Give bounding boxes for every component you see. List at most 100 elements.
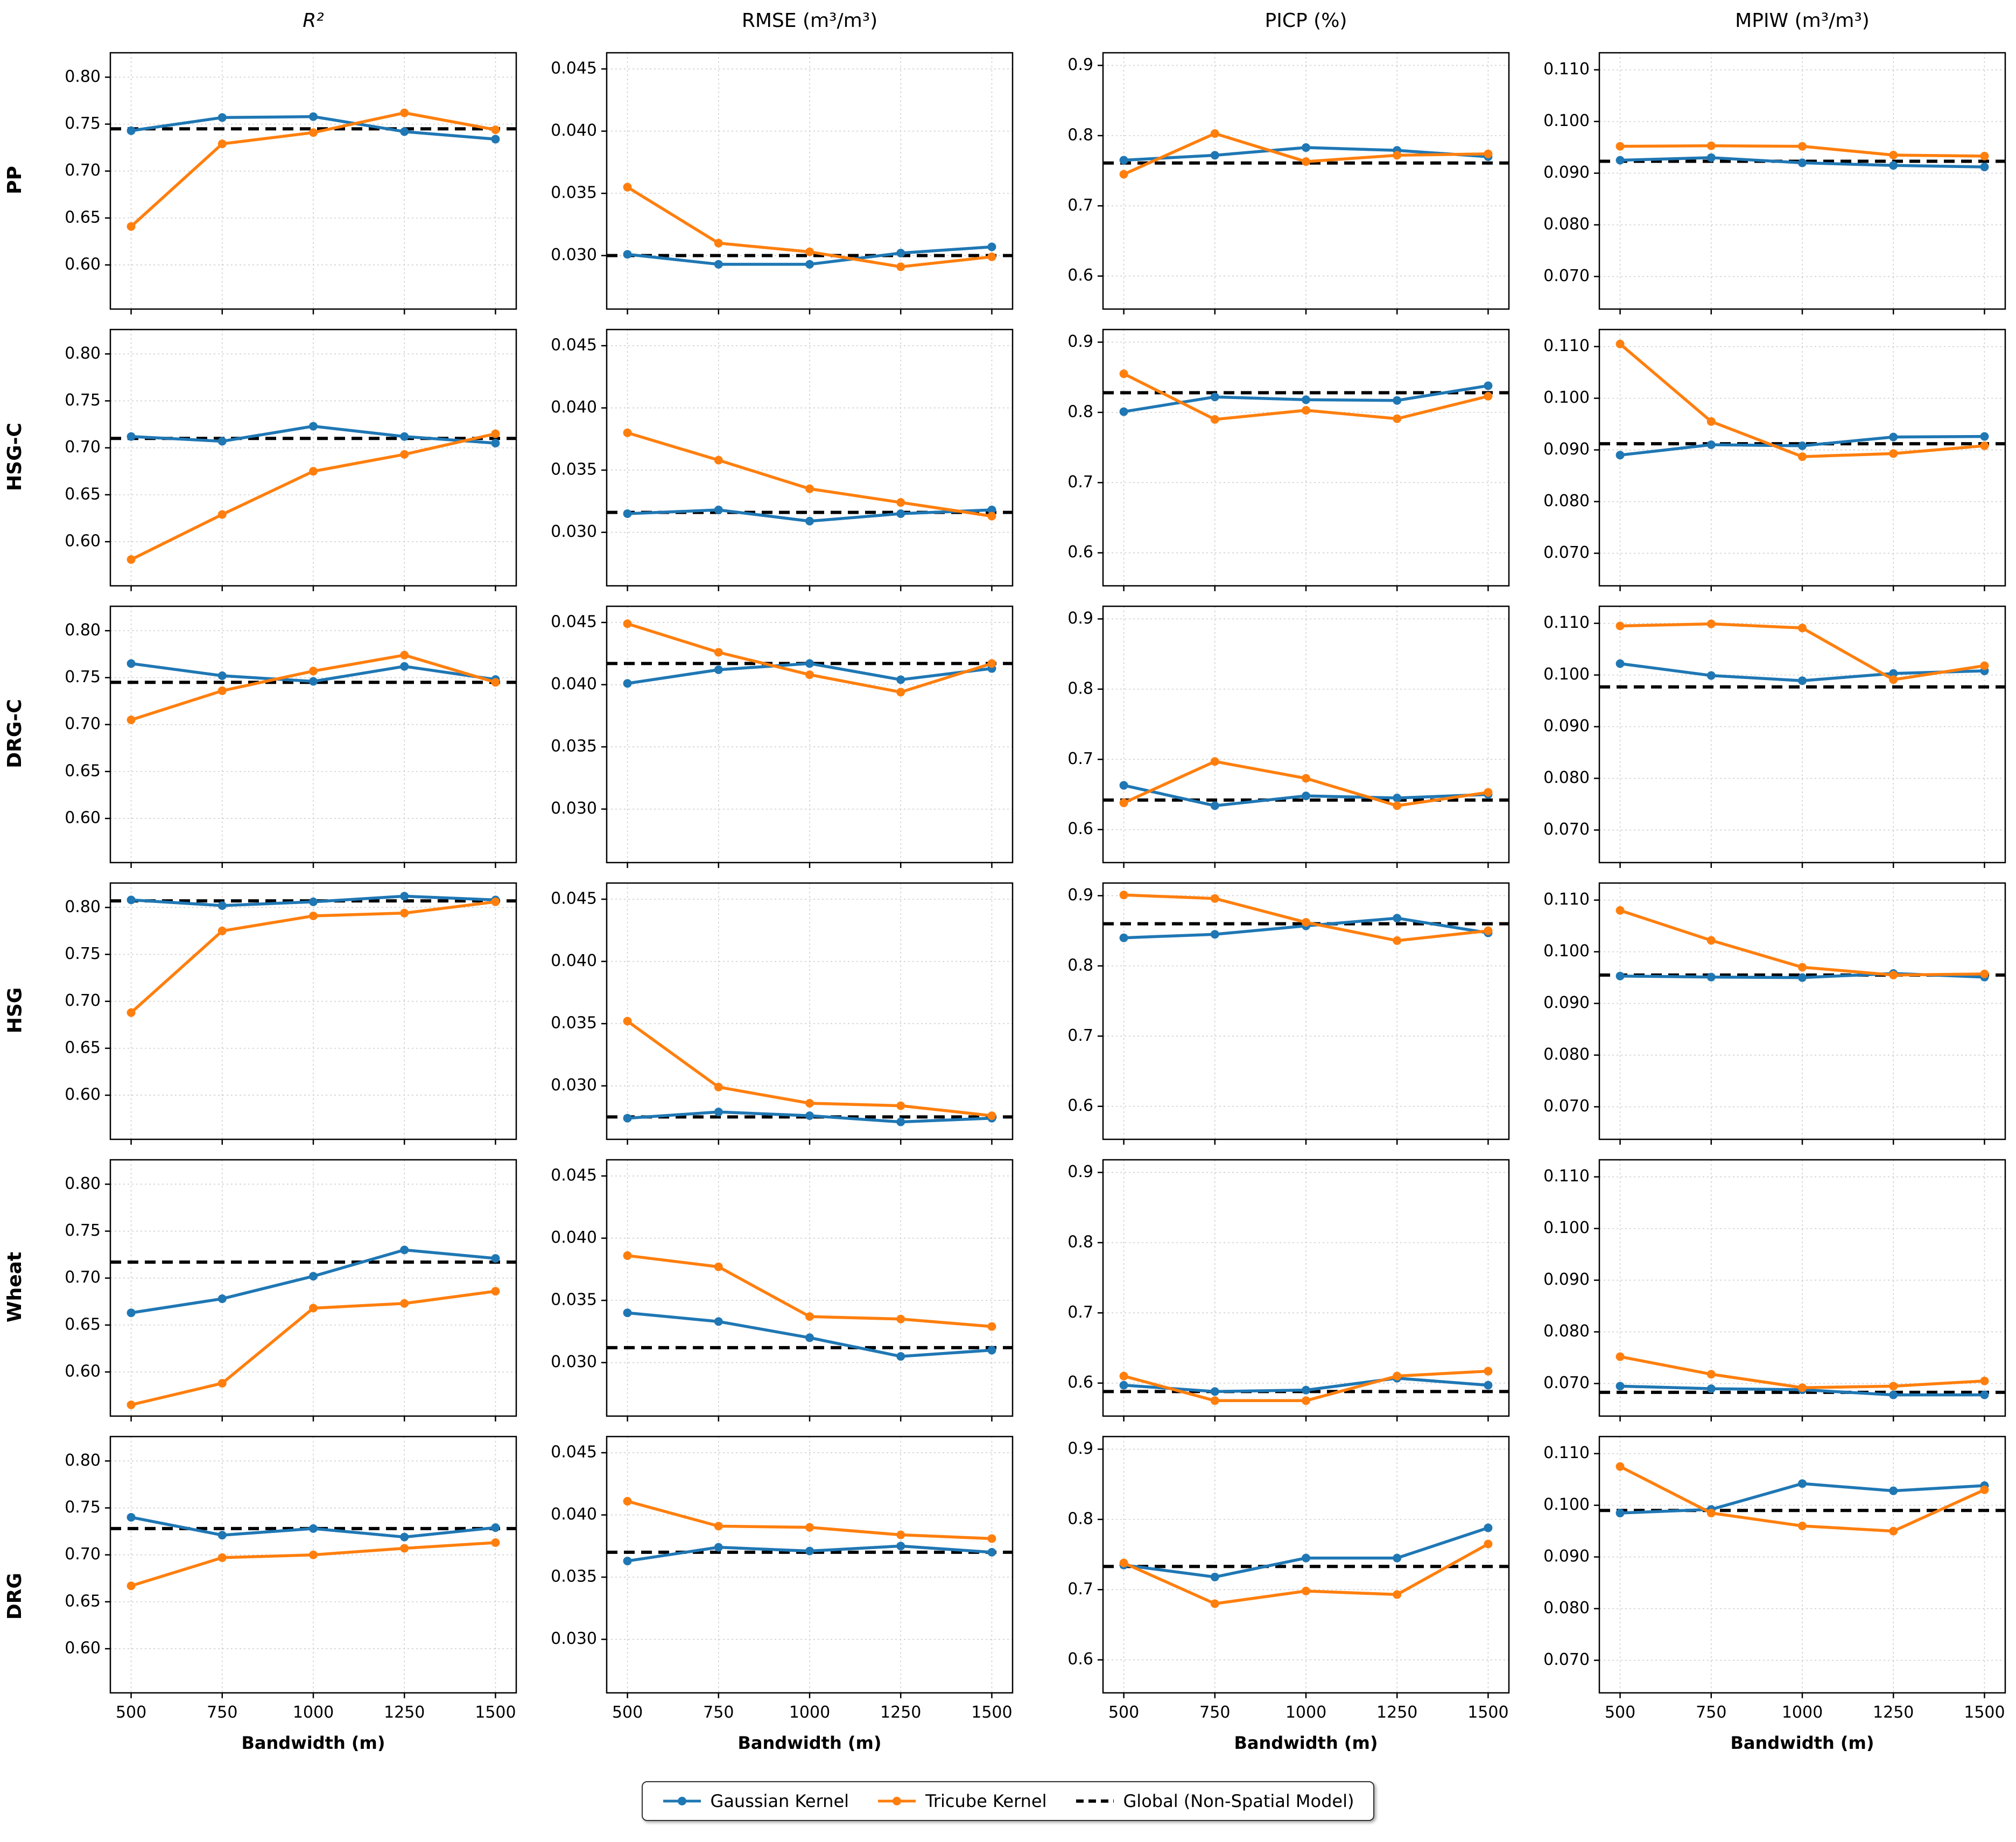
tricube-marker — [1889, 1382, 1898, 1391]
y-tick-label: 0.80 — [65, 621, 101, 640]
tricube-marker — [1615, 1352, 1625, 1361]
axes-spines — [1598, 605, 2006, 864]
y-tick-label: 0.110 — [1543, 890, 1590, 909]
gaussian-marker — [400, 1245, 409, 1255]
axes-spines — [606, 605, 1014, 864]
gaussian-marker — [896, 249, 905, 258]
y-tick-label: 0.6 — [1067, 1096, 1093, 1115]
y-tick-label: 0.9 — [1067, 332, 1093, 351]
y-tick-label: 0.9 — [1067, 1439, 1093, 1458]
axes-spines — [606, 328, 1014, 587]
tricube-marker — [1980, 151, 1989, 160]
y-tick-label: 0.6 — [1067, 266, 1093, 285]
x-tick-label: 750 — [1696, 1703, 1726, 1722]
gaussian-marker — [805, 516, 814, 526]
gaussian-marker — [623, 679, 632, 688]
tricube-marker — [1210, 1599, 1219, 1608]
axes-spines — [109, 52, 517, 310]
y-tick-label: 0.080 — [1543, 492, 1590, 510]
gaussian-marker — [1210, 393, 1219, 402]
row-label-text: HSG — [4, 987, 26, 1033]
subplot-canvas: 0.60 0.65 0.70 0.75 0.80 — [65, 328, 517, 591]
row-label-PP: PP — [0, 45, 30, 314]
y-tick-label: 0.070 — [1543, 820, 1590, 839]
gaussian-marker — [987, 1547, 996, 1557]
tricube-marker — [714, 648, 723, 657]
tricube-marker — [1889, 970, 1898, 979]
tricube-marker — [1798, 624, 1807, 633]
gaussian-marker — [491, 135, 500, 144]
y-tick-label: 0.090 — [1543, 993, 1590, 1012]
gaussian-marker — [1798, 441, 1807, 450]
gaussian-marker — [1706, 671, 1716, 680]
y-tick-label: 0.8 — [1067, 1232, 1093, 1251]
tricube-marker — [987, 1534, 996, 1543]
y-tick-label: 0.030 — [551, 1629, 597, 1648]
axes-spines — [606, 1159, 1014, 1417]
subplot-canvas: 0.070 0.080 0.090 0.100 0.110 — [1543, 328, 2006, 591]
subplot-Wheat-PICP: 0.6 0.7 0.8 0.9 — [1022, 1152, 1519, 1421]
y-tick-label: 0.030 — [551, 799, 597, 818]
x-tick-label: 1250 — [384, 1703, 425, 1722]
tricube-marker — [1889, 151, 1898, 160]
gaussian-marker — [1889, 669, 1898, 678]
axes-spines — [606, 1435, 1014, 1694]
y-tick-label: 0.75 — [65, 391, 101, 410]
y-tick-label: 0.035 — [551, 1014, 597, 1033]
y-tick-label: 0.8 — [1067, 125, 1093, 144]
tricube-marker — [400, 108, 409, 117]
tricube-marker — [217, 926, 227, 935]
y-tick-label: 0.9 — [1067, 55, 1093, 74]
subplot-Wheat-R²: 0.60 0.65 0.70 0.75 0.80 — [30, 1152, 526, 1421]
tricube-marker — [309, 667, 318, 676]
y-tick-label: 0.100 — [1543, 388, 1590, 407]
tricube-marker — [217, 510, 227, 519]
gaussian-marker — [1484, 1381, 1493, 1390]
gaussian-marker — [1706, 153, 1716, 162]
tricube-marker — [127, 1008, 136, 1017]
y-tick-label: 0.7 — [1067, 1303, 1093, 1322]
axes-spines — [1598, 882, 2006, 1140]
row-label-HSG-C: HSG-C — [0, 322, 30, 591]
legend-swatch-gaussian-line-icon — [663, 1797, 701, 1805]
gaussian-marker — [805, 1333, 814, 1342]
subplot-HSG-C-R²: 0.60 0.65 0.70 0.75 0.80 — [30, 322, 526, 591]
gaussian-marker — [217, 1294, 227, 1304]
row-label-text: HSG-C — [4, 422, 26, 491]
chart-grid: R² RMSE (m³/m³) PICP (%) MPIW (m³/m³) PP 0.60… — [0, 3, 2015, 1763]
y-tick-label: 0.75 — [65, 1221, 101, 1240]
y-tick-label: 0.80 — [65, 1174, 101, 1193]
gaussian-marker — [1889, 432, 1898, 442]
gaussian-marker — [1302, 1385, 1310, 1395]
legend: Gaussian Kernel Tricube Kernel Global (Non… — [0, 1781, 2016, 1821]
gaussian-marker — [714, 665, 723, 674]
y-tick-label: 0.60 — [65, 255, 101, 274]
y-tick-label: 0.110 — [1543, 1167, 1590, 1186]
subplot-canvas: 0.070 0.080 0.090 0.100 0.110 — [1543, 52, 2006, 314]
tricube-marker — [623, 1251, 632, 1260]
tricube-marker — [714, 1082, 723, 1091]
y-tick-label: 0.100 — [1543, 665, 1590, 684]
subplot-PP-MPIW: 0.070 0.080 0.090 0.100 0.110 — [1519, 45, 2015, 314]
y-tick-label: 0.100 — [1543, 111, 1590, 130]
gaussian-marker — [1889, 1390, 1898, 1399]
tricube-marker — [987, 1322, 996, 1331]
tricube-marker — [1980, 1485, 1989, 1494]
y-tick-label: 0.070 — [1543, 1650, 1590, 1669]
gaussian-marker — [1302, 1553, 1310, 1563]
col-title-0: R² — [303, 9, 324, 32]
gaussian-marker — [400, 892, 409, 901]
col-title-1: RMSE (m³/m³) — [741, 9, 878, 32]
row-label-text: Wheat — [4, 1251, 26, 1322]
y-tick-label: 0.9 — [1067, 1162, 1093, 1181]
gaussian-marker — [1615, 156, 1625, 165]
tricube-marker — [1484, 149, 1493, 158]
y-tick-label: 0.080 — [1543, 215, 1590, 234]
y-tick-label: 0.040 — [551, 675, 597, 694]
tricube-marker — [309, 467, 318, 476]
gaussian-marker — [1119, 1381, 1128, 1390]
gaussian-marker — [1484, 1523, 1493, 1532]
tricube-marker — [1119, 1371, 1128, 1381]
y-tick-label: 0.80 — [65, 1451, 101, 1470]
x-tick-label: 500 — [1605, 1703, 1635, 1722]
